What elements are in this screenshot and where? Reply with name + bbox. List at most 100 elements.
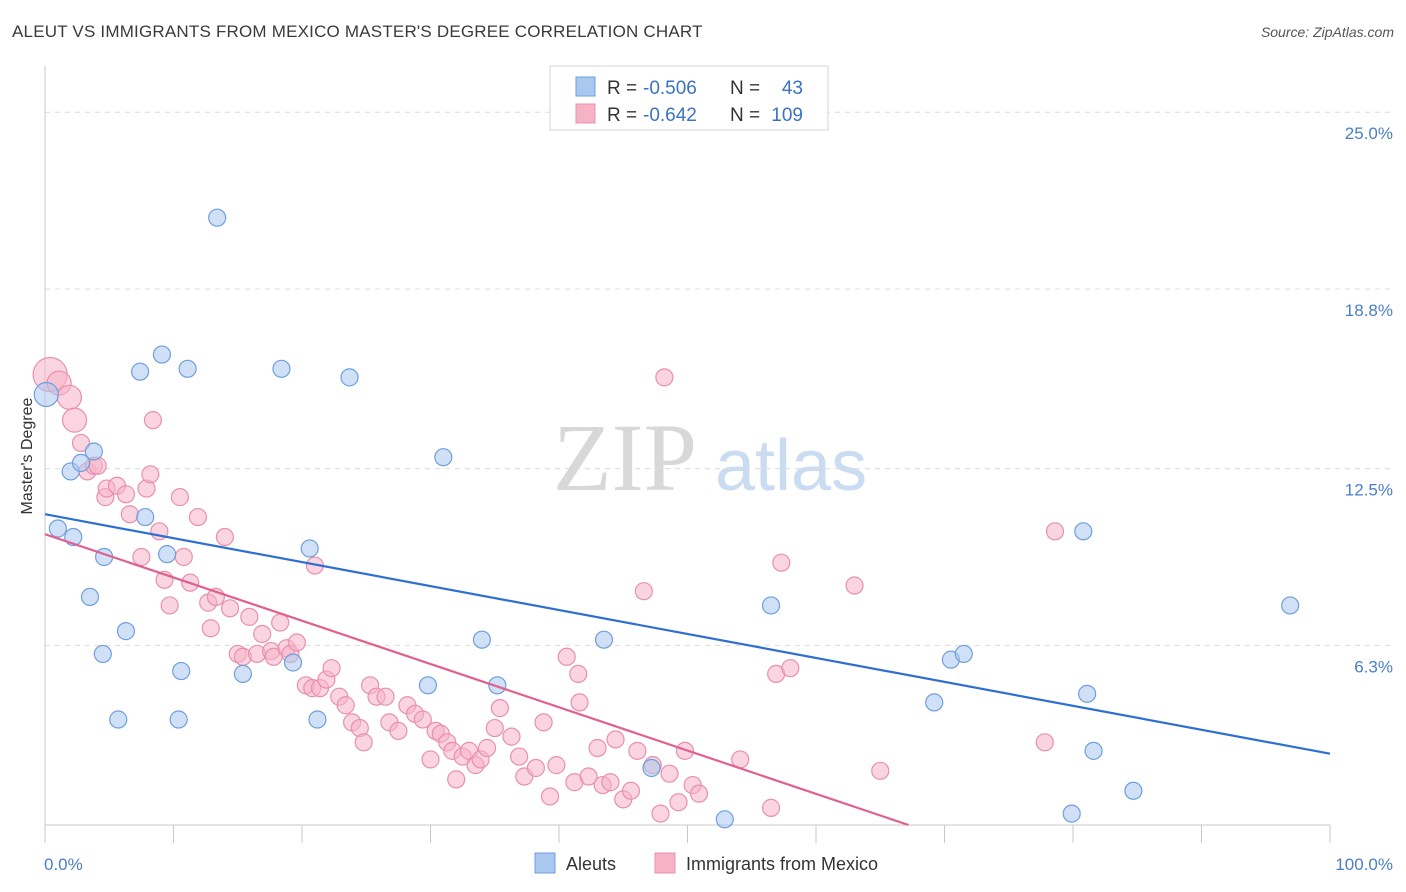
aleut-point xyxy=(116,622,136,641)
mexico-point xyxy=(761,798,781,817)
mexico-point xyxy=(170,488,190,507)
mexico-point xyxy=(628,741,647,760)
mexico-point xyxy=(490,699,509,718)
axes xyxy=(44,66,1331,843)
aleut-point xyxy=(340,368,359,387)
mexico-point xyxy=(540,787,560,806)
watermark-atlas: atlas xyxy=(715,426,867,506)
y-tick-label: 6.3% xyxy=(1354,657,1393,676)
aleut-point xyxy=(130,362,150,381)
legend-n-label-aleuts: N = xyxy=(730,78,765,99)
mexico-point xyxy=(534,713,553,732)
y-tick-label: 25.0% xyxy=(1345,124,1393,143)
mexico-point xyxy=(569,664,588,683)
gridlines xyxy=(45,111,1390,646)
mexico-point xyxy=(188,507,208,527)
aleut-point xyxy=(1074,522,1093,541)
mexico-point xyxy=(579,767,598,786)
mexico-point xyxy=(132,547,151,567)
aleut-point xyxy=(1062,804,1081,823)
mexico-point xyxy=(588,738,607,758)
mexico-point xyxy=(477,738,497,758)
aleut-point xyxy=(418,676,438,695)
aleut-point xyxy=(300,539,319,558)
mexico-point xyxy=(141,465,160,484)
mexico-point xyxy=(510,747,529,766)
legend-n-value-aleuts: 43 xyxy=(782,78,803,99)
legend-r-label-aleuts: R = xyxy=(607,78,642,99)
mexico-point xyxy=(61,407,88,433)
mexico-point xyxy=(651,804,670,823)
aleut-point xyxy=(71,453,91,473)
mexico-point xyxy=(675,741,695,760)
aleut-point xyxy=(1124,781,1143,800)
mexico-point xyxy=(287,633,306,652)
aleut-point xyxy=(642,758,661,778)
legend-r-value-mexico: -0.642 xyxy=(643,105,697,126)
legend-r-value-aleuts: -0.506 xyxy=(643,78,697,99)
mexico-point xyxy=(606,730,625,749)
aleut-point xyxy=(954,644,973,664)
mexico-trend-line xyxy=(44,533,909,827)
mexico-point xyxy=(502,727,521,746)
mexico-point xyxy=(781,659,800,678)
y-axis-title: Master's Degree xyxy=(19,397,36,514)
mexico-point xyxy=(201,619,220,638)
aleut-points xyxy=(33,208,1300,829)
mexico-point xyxy=(557,647,576,666)
legend-swatch-aleuts xyxy=(575,76,596,97)
bottom-legend-swatch-mexico xyxy=(654,852,676,874)
bottom-legend-swatch-aleuts xyxy=(534,852,556,874)
watermark: ZIP atlas xyxy=(553,404,867,511)
mexico-point xyxy=(336,696,355,715)
legend-n-value-mexico: 109 xyxy=(771,105,803,126)
watermark-zip: ZIP xyxy=(553,404,697,511)
aleut-point xyxy=(169,710,188,729)
mexico-point xyxy=(120,505,139,524)
mexico-point xyxy=(669,793,688,812)
mexico-point xyxy=(621,781,641,800)
aleut-point xyxy=(80,587,100,607)
mexico-point xyxy=(421,750,440,769)
mexico-point xyxy=(634,582,653,601)
mexico-point xyxy=(56,384,83,410)
x-tick-label: 100.0% xyxy=(1335,855,1393,874)
mexico-point xyxy=(160,596,179,615)
legend-bottom: Aleuts Immigrants from Mexico xyxy=(534,852,878,874)
aleut-point xyxy=(233,664,252,683)
aleut-point xyxy=(434,448,453,467)
bottom-legend-label-mexico: Immigrants from Mexico xyxy=(686,854,878,874)
y-tick-label: 18.8% xyxy=(1345,301,1393,320)
source-label: Source: ZipAtlas.com xyxy=(1260,24,1394,40)
chart-title: ALEUT VS IMMIGRANTS FROM MEXICO MASTER'S… xyxy=(12,22,703,41)
mexico-point xyxy=(570,693,589,712)
mexico-point xyxy=(772,553,791,572)
aleut-point xyxy=(178,359,197,378)
aleut-point xyxy=(84,442,103,461)
aleut-point xyxy=(157,545,177,564)
bottom-legend-label-aleuts: Aleuts xyxy=(566,854,616,874)
mexico-point xyxy=(526,758,545,778)
mexico-point xyxy=(271,613,290,632)
aleut-point xyxy=(488,676,507,695)
mexico-point xyxy=(376,687,395,706)
mexico-point xyxy=(689,784,709,803)
y-tick-labels: 6.3% 12.5% 18.8% 25.0% xyxy=(1345,124,1393,676)
mexico-points xyxy=(32,356,1065,823)
mexico-point xyxy=(71,433,91,453)
x-tick-label: 0.0% xyxy=(44,855,83,874)
mexico-point xyxy=(1035,733,1054,752)
legend-top: R = -0.506 N = 43 R = -0.642 N = 109 xyxy=(549,65,829,131)
mexico-point xyxy=(655,368,674,387)
mexico-point xyxy=(116,485,136,504)
mexico-point xyxy=(322,659,341,678)
mexico-point xyxy=(845,576,864,595)
aleut-point xyxy=(715,810,734,829)
mexico-point xyxy=(1045,522,1065,541)
aleut-trend-line xyxy=(44,513,1331,755)
legend-swatch-mexico xyxy=(575,103,596,124)
trend-lines xyxy=(44,513,1331,827)
aleut-point xyxy=(308,710,327,729)
y-tick-label: 12.5% xyxy=(1345,481,1393,500)
x-tick-labels: 0.0% 100.0% xyxy=(44,855,1393,874)
